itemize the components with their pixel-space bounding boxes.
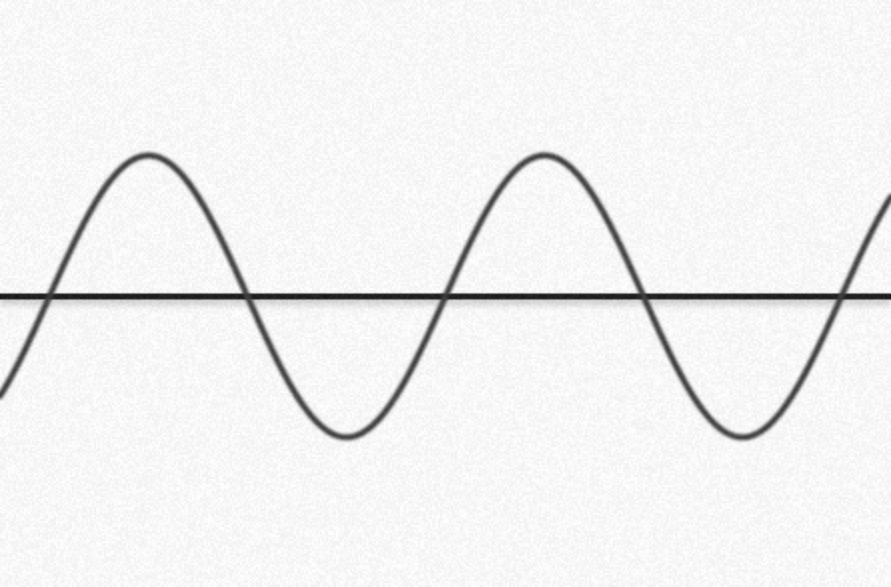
sine-waveform-chart [0, 0, 891, 587]
